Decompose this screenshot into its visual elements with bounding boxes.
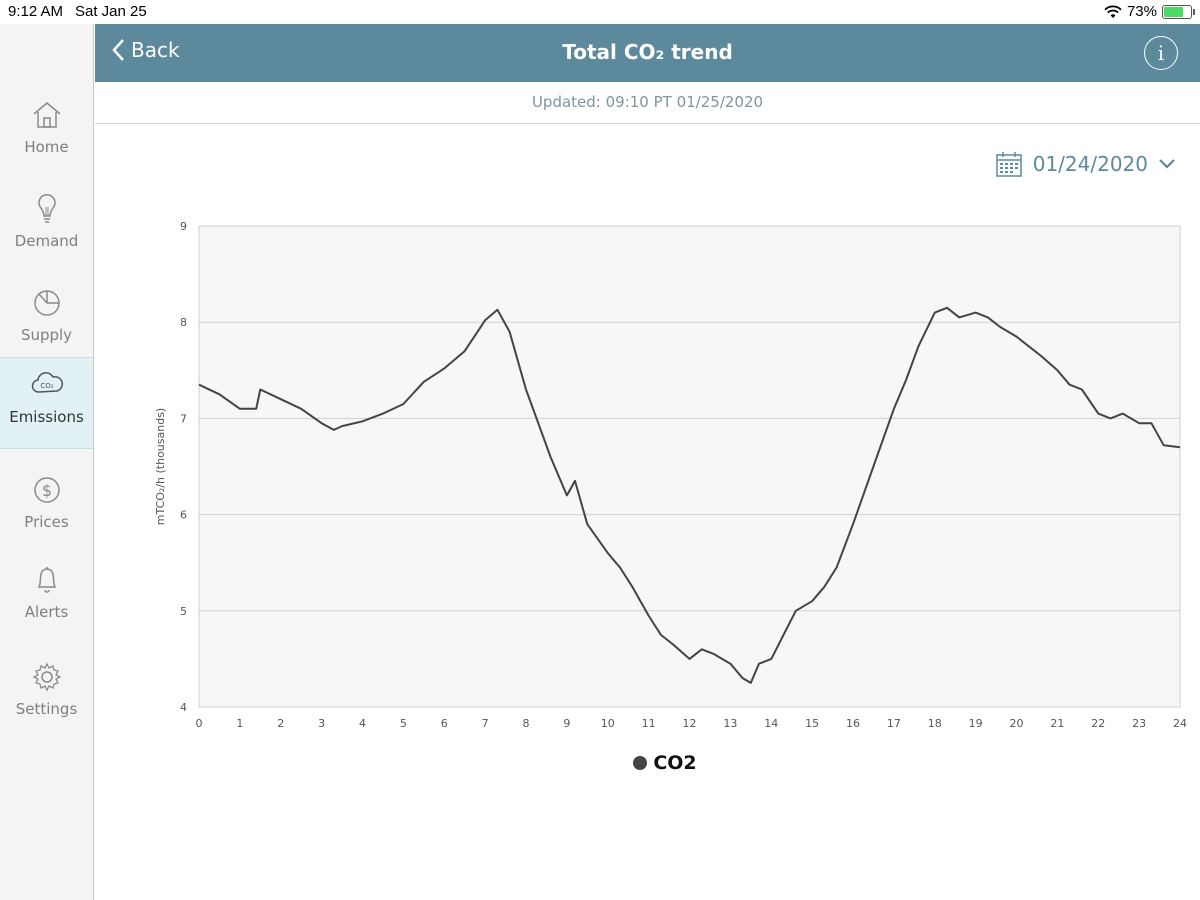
date-selector[interactable]: 01/24/2020 — [995, 150, 1176, 178]
x-tick-label: 3 — [318, 717, 325, 730]
x-tick-label: 10 — [601, 717, 615, 730]
gear-icon — [32, 662, 61, 692]
y-tick-label: 5 — [180, 605, 187, 618]
x-tick-label: 11 — [642, 717, 656, 730]
pie-chart-icon — [33, 290, 60, 316]
y-tick-label: 4 — [180, 701, 187, 714]
x-tick-label: 15 — [805, 717, 819, 730]
x-tick-label: 12 — [683, 717, 697, 730]
x-tick-label: 4 — [359, 717, 366, 730]
x-tick-label: 18 — [928, 717, 942, 730]
battery-icon — [1162, 4, 1195, 19]
sidebar-item-label: Settings — [15, 700, 78, 718]
x-tick-label: 5 — [400, 717, 407, 730]
sidebar-item-label: Emissions — [9, 408, 84, 426]
y-tick-label: 7 — [180, 412, 187, 425]
status-time: 9:12 AM — [8, 3, 64, 20]
sidebar-item-alerts[interactable]: Alerts — [0, 553, 93, 645]
sidebar-item-label: Demand — [14, 232, 79, 250]
legend-label: CO2 — [653, 752, 697, 774]
calendar-icon — [995, 152, 1022, 177]
x-tick-label: 22 — [1091, 717, 1105, 730]
svg-text:CO₂: CO₂ — [40, 382, 53, 390]
x-tick-label: 13 — [723, 717, 737, 730]
info-button[interactable]: i — [1144, 36, 1178, 70]
x-tick-label: 17 — [887, 717, 901, 730]
sidebar-item-label: Prices — [24, 513, 69, 531]
sidebar-nav: Home Demand Supply CO₂ Emissions $ Price… — [0, 24, 94, 900]
legend-marker — [633, 756, 648, 770]
x-tick-label: 23 — [1132, 717, 1146, 730]
page-title: Total CO₂ trend — [562, 40, 733, 64]
x-tick-label: 9 — [563, 717, 570, 730]
plot-area — [198, 225, 1181, 708]
home-icon — [33, 102, 60, 128]
x-tick-label: 14 — [764, 717, 778, 730]
lightbulb-icon — [37, 193, 56, 223]
y-axis-label: mTCO₂/h (thousands) — [154, 408, 167, 525]
battery-percent: 73% — [1126, 3, 1157, 20]
sidebar-item-label: Alerts — [24, 603, 69, 621]
co2-cloud-icon: CO₂ — [31, 372, 63, 393]
chart-legend[interactable]: CO2 — [0, 752, 1200, 774]
x-tick-label: 16 — [846, 717, 860, 730]
x-tick-label: 24 — [1173, 717, 1187, 730]
updated-timestamp: Updated: 09:10 PT 01/25/2020 — [95, 82, 1200, 124]
x-tick-label: 7 — [482, 717, 489, 730]
x-tick-label: 1 — [236, 717, 243, 730]
svg-text:$: $ — [41, 481, 51, 500]
sidebar-item-label: Home — [24, 138, 69, 156]
x-tick-label: 8 — [523, 717, 530, 730]
chevron-left-icon — [112, 39, 124, 61]
sidebar-item-demand[interactable]: Demand — [0, 182, 93, 274]
sidebar-item-settings[interactable]: Settings — [0, 650, 93, 742]
x-tick-label: 19 — [969, 717, 983, 730]
status-bar: 9:12 AM Sat Jan 25 73% — [0, 0, 1200, 24]
bell-icon — [37, 567, 56, 593]
y-tick-label: 9 — [180, 220, 187, 233]
x-tick-label: 21 — [1050, 717, 1064, 730]
x-tick-label: 2 — [277, 717, 284, 730]
back-button[interactable]: Back — [111, 38, 180, 62]
sidebar-item-supply[interactable]: Supply — [0, 276, 93, 368]
info-icon: i — [1157, 41, 1165, 65]
series-line-co2 — [198, 306, 1181, 684]
selected-date: 01/24/2020 — [1032, 152, 1148, 176]
status-date: Sat Jan 25 — [75, 3, 147, 20]
sidebar-item-prices[interactable]: $ Prices — [0, 463, 93, 555]
chevron-down-icon — [1159, 159, 1175, 169]
sidebar-item-label: Supply — [20, 326, 73, 344]
dollar-icon: $ — [33, 477, 60, 503]
back-label: Back — [131, 38, 180, 62]
y-tick-label: 8 — [180, 316, 187, 329]
status-right: 73% — [1104, 3, 1195, 20]
sidebar-item-home[interactable]: Home — [0, 88, 93, 180]
sidebar-item-emissions[interactable]: CO₂ Emissions — [0, 357, 93, 449]
y-tick-label: 6 — [180, 509, 187, 522]
x-tick-label: 20 — [1010, 717, 1024, 730]
x-tick-label: 0 — [196, 717, 203, 730]
wifi-icon — [1104, 5, 1122, 18]
top-header: Back Total CO₂ trend i — [95, 24, 1200, 82]
x-tick-label: 6 — [441, 717, 448, 730]
